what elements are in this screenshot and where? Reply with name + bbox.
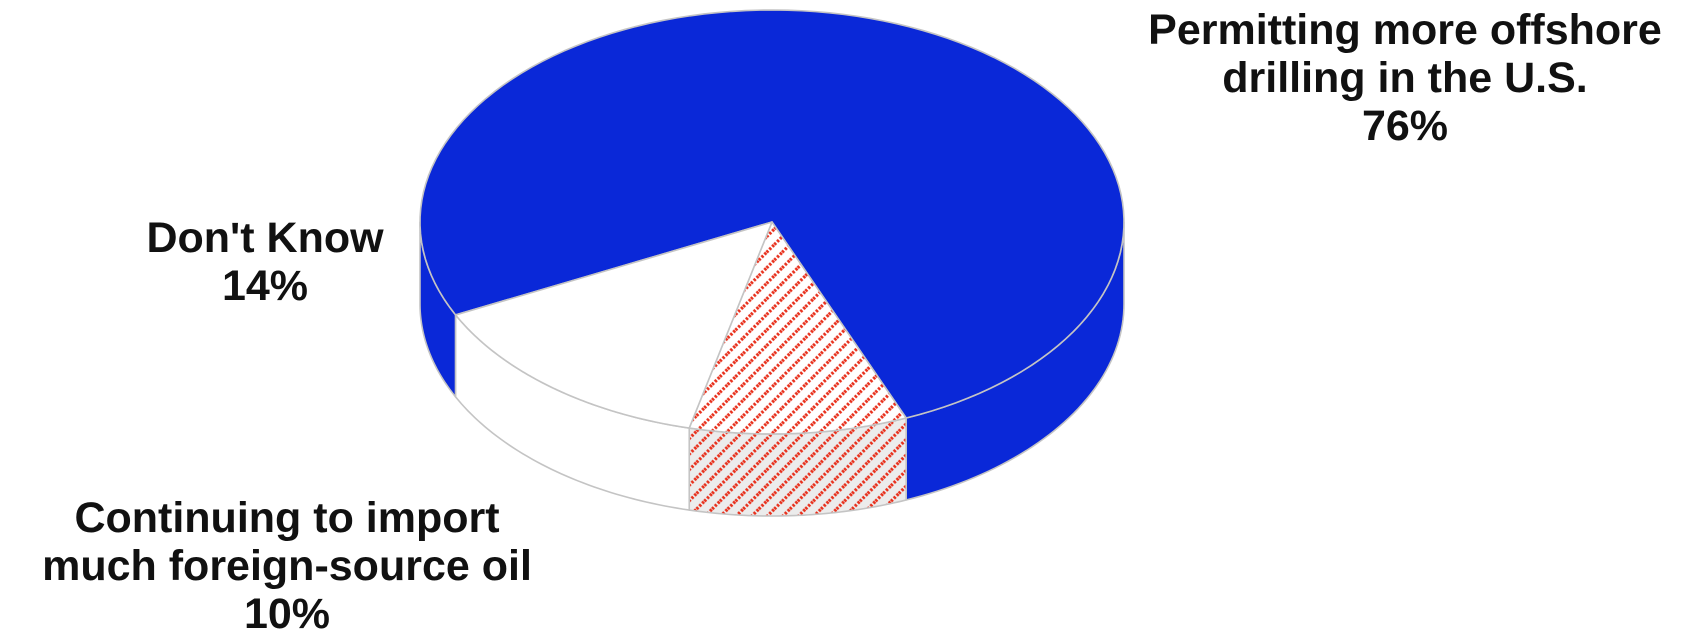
pie-sides (419, 221, 1125, 517)
slice-label-offshore-drilling: Permitting more offshore drilling in the… (1115, 6, 1695, 150)
slice-value: 76% (1361, 102, 1449, 150)
pie-slice-don-t-know (454, 221, 773, 429)
slice-label-line-1: Continuing to import (74, 494, 500, 542)
slice-value: 10% (243, 590, 331, 638)
slice-label-line-2: drilling in the U.S. (1222, 54, 1588, 102)
slice-label-line-1: Permitting more offshore (1148, 6, 1662, 54)
pie-tops (419, 9, 1125, 435)
slice-label-dont-know: Don't Know 14% (110, 214, 420, 310)
slice-value: 14% (221, 262, 309, 310)
slice-label-line-1: Don't Know (146, 214, 384, 262)
pie-slice-permitting-more-offshore (419, 9, 1125, 419)
slice-label-import-oil: Continuing to import much foreign-source… (2, 494, 572, 638)
pie-slice-continuing-to-import (688, 221, 907, 435)
slice-label-line-2: much foreign-source oil (42, 542, 532, 590)
